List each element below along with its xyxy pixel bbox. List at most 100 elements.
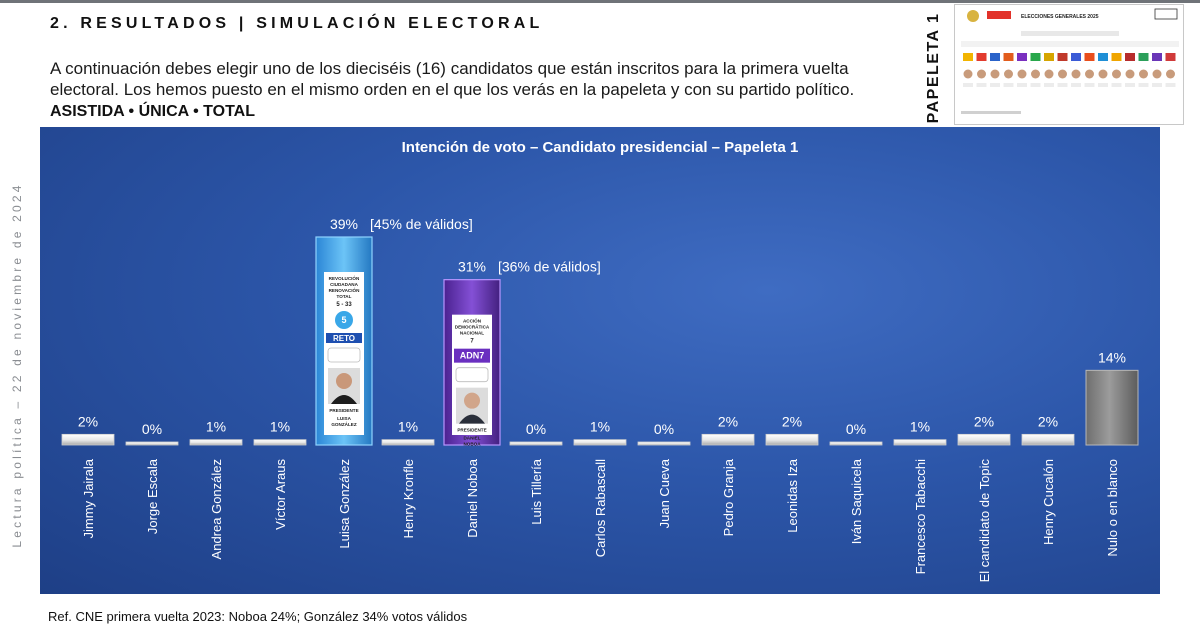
category-label-10: Pedro Granja <box>721 458 736 536</box>
value-label-12: 0% <box>846 421 866 437</box>
ballot-card-name: DANIEL <box>463 436 480 441</box>
ballot-candidate-face <box>1031 69 1040 79</box>
category-label-7: Luis Tillería <box>529 458 544 525</box>
ballot-name-line <box>1152 83 1162 87</box>
ballot-title: ELECCIONES GENERALES 2025 <box>1021 14 1099 20</box>
category-label-5: Henry Kronfle <box>401 459 416 538</box>
ballot-name-line <box>1084 83 1095 87</box>
ballot-checkbox <box>455 367 489 383</box>
ballot-name-line <box>1098 83 1108 87</box>
ballot-candidate-face <box>1139 69 1148 79</box>
ballot-card-party: DEMOCRÁTICA <box>455 324 490 330</box>
ballot-party-logo <box>1071 53 1081 61</box>
ballot-party-logo <box>1057 53 1068 61</box>
candidate-face-icon <box>336 373 352 389</box>
value-label-0: 2% <box>78 413 98 429</box>
ballot-card-party: CIUDADANA <box>330 282 358 287</box>
value-label-6: 31% <box>458 259 486 275</box>
ballot-name-line <box>990 83 1000 87</box>
ballot-candidate-face <box>963 69 973 79</box>
ballot-party-logo <box>963 53 973 61</box>
ballot-party-logo <box>1152 53 1162 61</box>
bar-14 <box>957 433 1011 446</box>
ballot-party-logo <box>1125 53 1135 61</box>
sample-subtitle: ASISTIDA • ÚNICA • TOTAL <box>50 103 255 120</box>
ballot-candidate-face <box>977 69 986 79</box>
category-label-3: Víctor Araus <box>273 459 288 530</box>
bar-16 <box>1085 369 1139 446</box>
section-title: 2. RESULTADOS | SIMULACIÓN ELECTORAL <box>50 15 544 32</box>
rc-logo-icon <box>335 311 353 329</box>
ballot-card-role: PRESIDENTE <box>329 408 358 413</box>
value-label-16: 14% <box>1098 349 1126 365</box>
ballot-card-list: 5 - 33 <box>336 302 352 308</box>
ballot-candidate-face <box>1071 69 1081 79</box>
ballot-party-logo <box>1165 53 1176 61</box>
value-label-3: 1% <box>270 419 290 435</box>
category-label-8: Carlos Rabascall <box>593 459 608 557</box>
category-label-1: Jorge Escala <box>145 458 160 534</box>
bar-1 <box>125 441 179 446</box>
ballot-card-list: 7 <box>470 339 474 345</box>
category-label-4: Luisa González <box>337 459 352 549</box>
chart-panel: Intención de voto – Candidato presidenci… <box>40 127 1160 594</box>
annotation-6: [36% de válidos] <box>498 259 601 275</box>
ballot-card-party: RENOVACIÓN <box>329 286 360 293</box>
category-label-9: Juan Cueva <box>657 458 672 528</box>
ballot-name-line <box>1003 83 1014 87</box>
vote-intention-chart: 2% Jimmy Jairala 0% Jorge Escala 1% Andrea Go… <box>61 216 1139 583</box>
ballot-seal-icon <box>967 8 1178 22</box>
ballot-party-logo <box>990 53 1000 61</box>
ballot-name-line <box>1044 83 1054 87</box>
ballot-name-line <box>1138 83 1149 87</box>
ballot-card-name: LUISA <box>337 416 351 421</box>
value-label-8: 1% <box>590 419 610 435</box>
ballot-party-logo <box>1044 53 1054 61</box>
bar-8 <box>573 439 627 446</box>
bar-3 <box>253 439 307 446</box>
category-label-14: El candidato de Topic <box>977 459 992 583</box>
ballot-party-logo <box>1003 53 1014 61</box>
party-logo-text: RETO <box>333 334 355 343</box>
ballot-party-logo <box>1138 53 1149 61</box>
value-label-14: 2% <box>974 413 994 429</box>
reto-logo-icon <box>326 333 362 343</box>
ballot-card-role: PRESIDENTE <box>457 428 486 433</box>
chart-title: Intención de voto – Candidato presidenci… <box>401 139 799 156</box>
category-label-16: Nulo o en blanco <box>1105 459 1120 557</box>
ballot-name-line <box>963 83 973 87</box>
ballot-party-logo <box>976 53 987 61</box>
bar-0 <box>61 433 115 446</box>
ballot-candidate-face <box>1085 69 1094 79</box>
value-label-10: 2% <box>718 413 738 429</box>
bar-10 <box>701 433 755 446</box>
value-label-7: 0% <box>526 421 546 437</box>
category-label-13: Francesco Tabacchi <box>913 459 928 574</box>
side-vertical-text: Lectura política – 22 de noviembre de 20… <box>10 182 24 548</box>
ballot-candidate-face <box>1058 69 1067 79</box>
ballot-name-line <box>1111 83 1122 87</box>
ballot-candidate-face <box>1017 69 1027 79</box>
bar-9 <box>637 441 691 446</box>
ballot-candidate-face <box>1125 69 1135 79</box>
value-label-15: 2% <box>1038 413 1058 429</box>
ballot-candidate-face <box>1044 69 1054 79</box>
ballot-card-party: TOTAL <box>337 294 352 299</box>
value-label-11: 2% <box>782 413 802 429</box>
bar-2 <box>189 439 243 446</box>
category-label-15: Henry Cucalón <box>1041 459 1056 545</box>
ballot-card-name: GONZÁLEZ <box>331 421 356 427</box>
category-label-0: Jimmy Jairala <box>81 458 96 538</box>
ballot-name-line <box>1071 83 1081 87</box>
ballot-candidate-face <box>1152 69 1162 79</box>
ballot-name-line <box>1057 83 1068 87</box>
ballot-card-party: ACCIÓN <box>463 317 482 324</box>
value-label-4: 39% <box>330 216 358 232</box>
ballot-name-line <box>1017 83 1027 87</box>
value-label-9: 0% <box>654 421 674 437</box>
ballot-party-logo <box>1084 53 1095 61</box>
top-divider <box>0 0 1200 3</box>
footnote: Ref. CNE primera vuelta 2023: Noboa 24%;… <box>48 609 468 624</box>
